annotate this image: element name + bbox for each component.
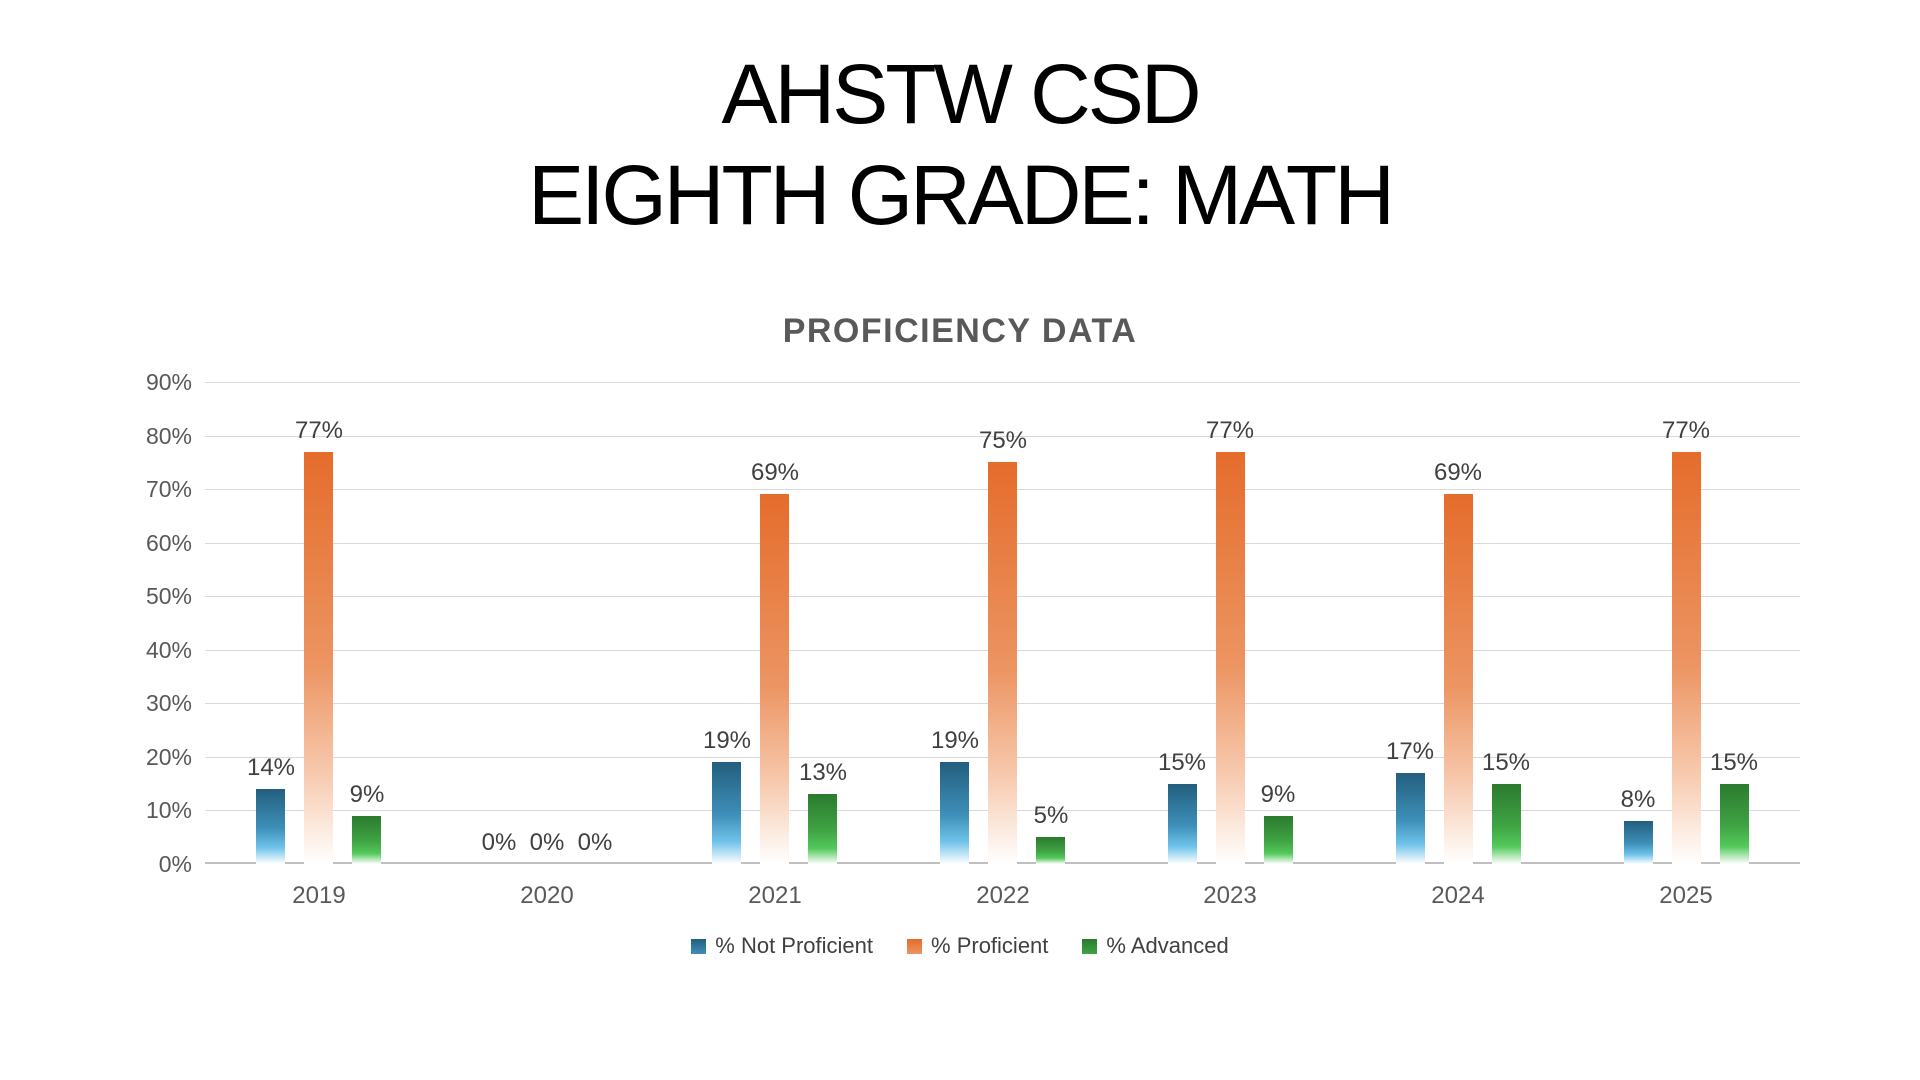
plot-area: 14% 77% 9% 0% 0% 0% 19% 69% 13% 19% 75% 5% 15% 77% 9% 1… — [205, 382, 1800, 864]
bar-proficient-2024 — [1444, 494, 1473, 864]
title-line-1: AHSTW CSD — [721, 47, 1202, 141]
x-tick-label-2023: 2023 — [1203, 882, 1257, 909]
y-tick-label: 70% — [145, 476, 192, 502]
legend-item-not-proficient: % Not Proficient — [691, 933, 873, 959]
bar-not-proficient-2025 — [1624, 821, 1653, 864]
x-tick-label-2019: 2019 — [292, 882, 346, 909]
bar-not-proficient-2022 — [940, 762, 969, 864]
gridline — [205, 382, 1800, 383]
bar-value-label: 14% — [246, 754, 296, 781]
x-tick-label-2024: 2024 — [1431, 882, 1485, 909]
bar-value-label: 9% — [349, 781, 385, 808]
gridline — [205, 436, 1800, 437]
bar-value-label: 19% — [930, 727, 980, 754]
bar-value-label: 13% — [798, 759, 848, 786]
legend-label: % Not Proficient — [715, 933, 874, 958]
x-axis-labels: 2019 2020 2021 2022 2023 2024 2025 — [205, 882, 1800, 912]
bar-advanced-2025 — [1720, 784, 1749, 864]
bar-advanced-2023 — [1264, 816, 1293, 864]
legend-item-proficient: % Proficient — [907, 933, 1048, 959]
y-tick-label: 90% — [145, 369, 192, 395]
y-tick-label: 20% — [145, 744, 192, 770]
bar-value-label: 15% — [1481, 749, 1531, 776]
y-axis-labels: 0% 10% 20% 30% 40% 50% 60% 70% 80% 90% — [80, 370, 192, 876]
bar-proficient-2021 — [760, 494, 789, 864]
chart-main-title: AHSTW CSD EIGHTH GRADE: MATH — [0, 44, 1920, 246]
bar-value-label: 69% — [750, 459, 800, 486]
legend-swatch-icon — [907, 938, 923, 954]
legend-swatch-icon — [691, 938, 707, 954]
bar-not-proficient-2024 — [1396, 773, 1425, 864]
bar-proficient-2022 — [988, 462, 1017, 864]
bar-value-label: 69% — [1433, 459, 1483, 486]
bar-value-label: 0% — [577, 829, 613, 856]
x-tick-label-2020: 2020 — [520, 882, 574, 909]
bar-proficient-2023 — [1216, 452, 1245, 864]
y-tick-label: 80% — [145, 423, 192, 449]
title-line-2: EIGHTH GRADE: MATH — [528, 147, 1395, 242]
y-tick-label: 40% — [145, 637, 192, 663]
bar-not-proficient-2019 — [256, 789, 285, 864]
y-tick-label: 0% — [158, 851, 192, 877]
bar-value-label: 77% — [1205, 417, 1255, 444]
x-tick-label-2021: 2021 — [748, 882, 802, 909]
bar-value-label: 8% — [1620, 786, 1656, 813]
bar-value-label: 0% — [529, 829, 565, 856]
bar-advanced-2021 — [808, 794, 837, 864]
y-tick-label: 30% — [145, 690, 192, 716]
bar-advanced-2019 — [352, 816, 381, 864]
bar-value-label: 19% — [702, 727, 752, 754]
chart-subtitle: PROFICIENCY DATA — [782, 312, 1138, 350]
bar-value-label: 15% — [1709, 749, 1759, 776]
x-tick-label-2022: 2022 — [976, 882, 1030, 909]
bar-value-label: 77% — [294, 417, 344, 444]
bar-value-label: 75% — [978, 427, 1028, 454]
x-tick-label-2025: 2025 — [1659, 882, 1713, 909]
legend-label: % Proficient — [931, 933, 1049, 958]
bar-proficient-2025 — [1672, 452, 1701, 864]
bar-advanced-2022 — [1036, 837, 1065, 864]
bar-value-label: 9% — [1260, 781, 1296, 808]
legend: % Not Proficient % Proficient % Advanced — [0, 933, 1920, 959]
bar-proficient-2019 — [304, 452, 333, 864]
legend-swatch-icon — [1082, 938, 1098, 954]
bar-value-label: 77% — [1661, 417, 1711, 444]
bar-value-label: 17% — [1385, 738, 1435, 765]
bar-value-label: 0% — [481, 829, 517, 856]
bar-value-label: 15% — [1157, 749, 1207, 776]
bar-not-proficient-2023 — [1168, 784, 1197, 864]
bar-not-proficient-2021 — [712, 762, 741, 864]
bar-value-label: 5% — [1033, 802, 1069, 829]
legend-item-advanced: % Advanced — [1082, 933, 1229, 959]
legend-label: % Advanced — [1106, 933, 1229, 958]
bar-advanced-2024 — [1492, 784, 1521, 864]
y-tick-label: 10% — [145, 797, 192, 823]
y-tick-label: 50% — [145, 583, 192, 609]
y-tick-label: 60% — [145, 530, 192, 556]
